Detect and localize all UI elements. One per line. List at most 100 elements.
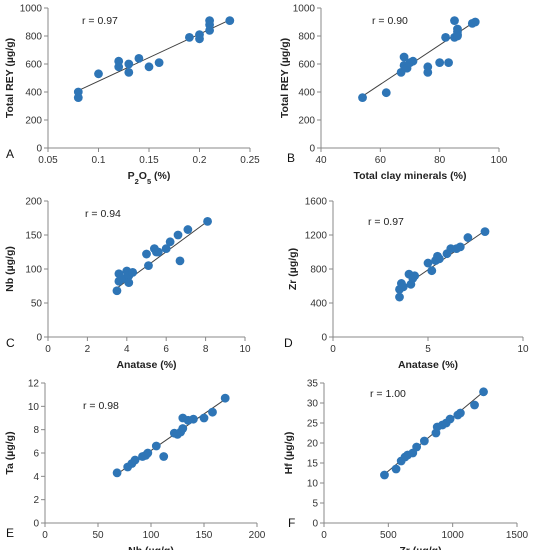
scatter-panel-d: 0 5 10 0 400 800 1200 1600 Anatase (%) Zr (µg/g) r… bbox=[284, 197, 529, 372]
data-point bbox=[450, 16, 459, 25]
panel-letter: E bbox=[6, 526, 14, 540]
data-point bbox=[114, 62, 124, 72]
data-point bbox=[165, 237, 175, 247]
x-tick-label: 0.2 bbox=[193, 155, 207, 166]
y-tick-label: 400 bbox=[298, 88, 315, 99]
correlation-label: r = 0.98 bbox=[83, 400, 119, 412]
x-tick-label: 150 bbox=[196, 530, 213, 541]
data-point bbox=[208, 407, 217, 417]
x-axis-label: Anatase (%) bbox=[116, 359, 176, 371]
panel-letter: D bbox=[284, 336, 293, 350]
y-axis-label: Total REY (µg/g) bbox=[279, 38, 291, 118]
x-tick-label: 8 bbox=[203, 344, 209, 355]
data-point bbox=[444, 58, 453, 67]
y-tick-label: 400 bbox=[25, 88, 42, 99]
x-tick-label: 100 bbox=[143, 530, 160, 541]
panel-letter: F bbox=[288, 516, 295, 530]
data-point bbox=[185, 33, 194, 42]
data-point bbox=[151, 441, 161, 451]
correlation-label: r = 1.00 bbox=[370, 388, 406, 400]
panel-letter: A bbox=[6, 147, 14, 161]
data-point bbox=[94, 69, 103, 79]
trend-line bbox=[78, 19, 231, 92]
y-tick-label: 1000 bbox=[20, 4, 43, 15]
data-point bbox=[144, 261, 153, 270]
data-point bbox=[423, 258, 433, 268]
data-point bbox=[128, 268, 138, 277]
y-tick-label: 30 bbox=[307, 399, 319, 410]
data-point bbox=[391, 464, 401, 474]
y-tick-label: 400 bbox=[310, 299, 327, 310]
data-point bbox=[175, 256, 185, 266]
scatter-panel-f: 0 500 1000 1500 0 5 10 15 20 25 30 35 Zr (µg/g) Hf (µ… bbox=[283, 379, 529, 550]
data-point bbox=[159, 452, 169, 461]
data-point bbox=[408, 56, 418, 66]
y-tick-label: 800 bbox=[310, 265, 327, 276]
y-axis-label: Zr (µg/g) bbox=[287, 248, 299, 290]
correlation-label: r = 0.97 bbox=[82, 15, 118, 27]
data-point bbox=[455, 242, 465, 252]
data-point bbox=[423, 68, 433, 77]
x-tick-label: 0 bbox=[321, 530, 327, 541]
y-tick-label: 600 bbox=[298, 60, 315, 71]
y-tick-label: 5 bbox=[312, 499, 318, 510]
data-point bbox=[435, 58, 445, 67]
data-point bbox=[130, 455, 140, 465]
data-point bbox=[112, 468, 122, 478]
correlation-label: r = 0.97 bbox=[368, 216, 404, 228]
x-tick-label: 0 bbox=[330, 344, 336, 355]
data-point bbox=[445, 414, 455, 424]
x-tick-label: 80 bbox=[434, 155, 446, 166]
data-point bbox=[124, 278, 134, 287]
x-axis-label: Zr (µg/g) bbox=[399, 545, 441, 550]
x-tick-label: 0.05 bbox=[38, 155, 58, 166]
data-point bbox=[455, 408, 465, 418]
data-point bbox=[479, 387, 488, 397]
data-point bbox=[463, 233, 473, 242]
y-tick-label: 1600 bbox=[305, 197, 328, 208]
y-tick-label: 1000 bbox=[293, 4, 316, 15]
x-tick-label: 6 bbox=[163, 344, 169, 355]
y-tick-label: 1200 bbox=[305, 231, 328, 242]
y-tick-label: 200 bbox=[25, 197, 42, 208]
x-tick-label: 0.25 bbox=[240, 155, 260, 166]
y-tick-label: 12 bbox=[28, 379, 40, 390]
x-tick-label: 0 bbox=[42, 530, 48, 541]
x-tick-label: 0 bbox=[45, 344, 51, 355]
data-point bbox=[173, 230, 183, 240]
correlation-label: r = 0.90 bbox=[372, 15, 408, 27]
scatter-panel-e: 0 50 100 150 200 0 2 4 6 8 10 12 Nb (µg/g) Ta (µg/g) r… bbox=[4, 379, 266, 550]
panel-letter: B bbox=[287, 151, 295, 165]
data-point bbox=[73, 93, 83, 102]
y-tick-label: 800 bbox=[298, 32, 315, 43]
y-tick-label: 20 bbox=[307, 439, 319, 450]
y-tick-label: 10 bbox=[28, 402, 40, 413]
x-tick-label: 50 bbox=[92, 530, 104, 541]
data-point bbox=[144, 62, 154, 72]
data-point bbox=[358, 93, 367, 102]
data-point bbox=[441, 33, 450, 42]
y-tick-label: 800 bbox=[25, 32, 42, 43]
x-tick-label: 1500 bbox=[506, 530, 529, 541]
y-axis-label: Nb (µg/g) bbox=[4, 246, 16, 292]
y-tick-label: 0 bbox=[36, 144, 42, 155]
data-point bbox=[183, 225, 193, 234]
data-point bbox=[142, 249, 151, 259]
data-point bbox=[470, 400, 479, 410]
data-point bbox=[124, 59, 134, 69]
y-tick-label: 0 bbox=[312, 519, 318, 530]
data-point bbox=[470, 17, 480, 27]
y-tick-label: 2 bbox=[33, 495, 39, 506]
x-tick-label: 100 bbox=[491, 155, 508, 166]
data-point bbox=[143, 448, 153, 458]
x-tick-label: 40 bbox=[315, 155, 327, 166]
panel-letter: C bbox=[6, 336, 15, 350]
data-point bbox=[134, 54, 144, 63]
x-tick-label: 60 bbox=[375, 155, 387, 166]
y-tick-label: 15 bbox=[307, 459, 319, 470]
y-tick-label: 0 bbox=[36, 333, 42, 344]
y-axis-label: Ta (µg/g) bbox=[4, 431, 16, 474]
x-tick-label: 0.1 bbox=[92, 155, 106, 166]
